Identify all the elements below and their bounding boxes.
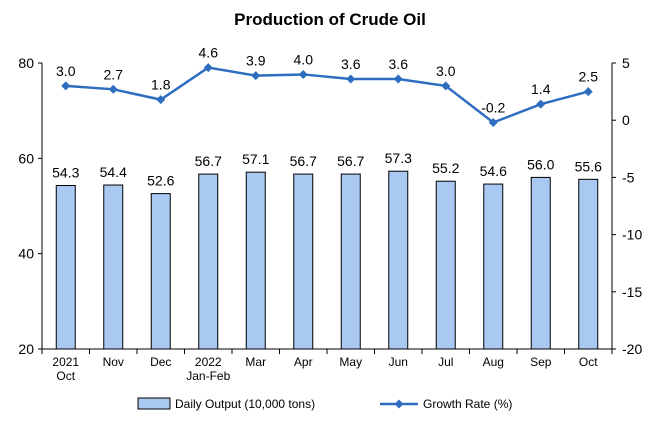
x-tick-label: Aug — [483, 355, 504, 369]
legend-line-label: Growth Rate (%) — [423, 397, 512, 411]
right-tick-label: -15 — [622, 284, 642, 300]
growth-rate-marker — [298, 69, 308, 79]
bar-data-label: 56.7 — [337, 153, 364, 169]
right-tick-label: -5 — [622, 169, 635, 185]
bar — [103, 184, 124, 350]
bar-data-label: 56.0 — [527, 156, 554, 172]
right-tick-label: 5 — [622, 55, 630, 71]
growth-rate-marker — [583, 87, 593, 97]
bar — [293, 173, 314, 350]
line-data-label: 2.7 — [104, 66, 124, 82]
bar-data-label: 54.4 — [100, 164, 127, 180]
x-tick-label: 2021 — [52, 355, 79, 369]
bar-data-label: 54.3 — [52, 165, 79, 181]
bar — [435, 180, 456, 350]
bar — [483, 183, 504, 350]
bar — [530, 176, 551, 350]
x-tick-label: Oct — [56, 369, 75, 383]
left-tick-label: 80 — [18, 55, 34, 71]
bar-data-label: 52.6 — [147, 173, 174, 189]
line-data-label: 3.9 — [246, 53, 266, 69]
growth-rate-marker — [441, 81, 451, 91]
x-tick-label: Nov — [103, 355, 124, 369]
x-tick-label: Sep — [530, 355, 552, 369]
right-tick-label: 0 — [622, 112, 630, 128]
line-data-label: -0.2 — [481, 99, 505, 115]
growth-rate-marker — [346, 74, 356, 84]
x-tick-label: Mar — [245, 355, 266, 369]
legend-line-marker — [394, 399, 404, 409]
right-tick-label: -10 — [622, 227, 642, 243]
bar — [578, 178, 599, 350]
bar-data-label: 57.1 — [242, 151, 269, 167]
line-data-label: 4.0 — [294, 51, 314, 67]
bar-data-label: 57.3 — [385, 150, 412, 166]
growth-rate-marker — [488, 117, 498, 127]
bar-data-label: 56.7 — [290, 153, 317, 169]
x-tick-label: Jan-Feb — [186, 369, 230, 383]
growth-rate-marker — [61, 81, 71, 91]
bar — [388, 170, 409, 350]
left-tick-label: 20 — [18, 341, 34, 357]
right-tick-label: -20 — [622, 341, 642, 357]
bar-data-label: 56.7 — [195, 153, 222, 169]
bar — [150, 193, 171, 350]
bar — [340, 173, 361, 350]
growth-rate-marker — [251, 71, 261, 81]
left-tick-label: 60 — [18, 150, 34, 166]
line-data-label: 3.6 — [389, 56, 409, 72]
chart-title: Production of Crude Oil — [234, 10, 426, 29]
legend-bar-label: Daily Output (10,000 tons) — [175, 397, 315, 411]
line-data-label: 3.6 — [341, 56, 361, 72]
x-tick-label: Apr — [294, 355, 313, 369]
legend-bar-swatch — [137, 397, 171, 410]
growth-rate-marker — [108, 84, 118, 94]
x-tick-label: Dec — [150, 355, 171, 369]
x-tick-label: May — [339, 355, 362, 369]
bar — [55, 185, 76, 350]
bar — [245, 171, 266, 350]
line-data-label: 3.0 — [56, 63, 76, 79]
x-tick-label: Jul — [438, 355, 453, 369]
line-data-label: 2.5 — [579, 69, 599, 85]
bar-data-label: 55.2 — [432, 160, 459, 176]
bar — [198, 173, 219, 350]
line-data-label: 1.8 — [151, 77, 171, 93]
x-tick-label: Jun — [389, 355, 408, 369]
growth-rate-marker — [203, 63, 213, 73]
growth-rate-marker — [536, 99, 546, 109]
left-tick-label: 40 — [18, 246, 34, 262]
x-tick-label: Oct — [579, 355, 598, 369]
growth-rate-marker — [393, 74, 403, 84]
growth-rate-marker — [156, 95, 166, 105]
bar-data-label: 54.6 — [480, 163, 507, 179]
line-data-label: 4.6 — [199, 45, 219, 61]
x-tick-label: 2022 — [195, 355, 222, 369]
line-data-label: 3.0 — [436, 63, 456, 79]
bar-data-label: 55.6 — [575, 158, 602, 174]
growth-rate-line — [65, 66, 589, 124]
line-data-label: 1.4 — [531, 81, 551, 97]
